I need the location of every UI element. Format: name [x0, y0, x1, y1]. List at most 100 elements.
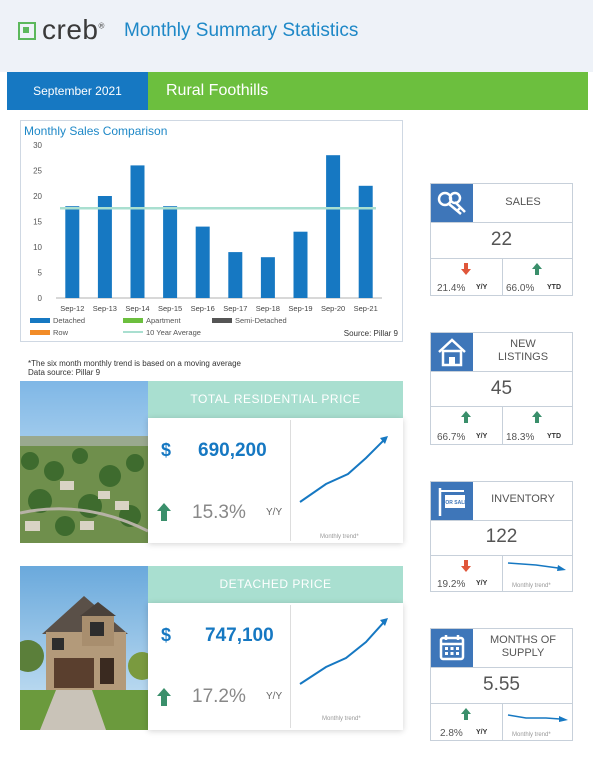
yy-tag: Y/Y [476, 580, 488, 587]
divider [431, 703, 572, 704]
supply-label-line2: SUPPLY [501, 647, 545, 659]
up-arrow-icon [532, 263, 542, 275]
legend-label: Detached [53, 316, 85, 325]
currency-symbol: $ [161, 440, 172, 460]
y-tick-label: 5 [38, 269, 43, 278]
down-arrow-icon [461, 560, 471, 572]
x-tick-label: Sep-12 [60, 304, 84, 313]
legend-label: 10 Year Average [146, 328, 201, 337]
listings-ytd-change: 18.3% [506, 432, 535, 443]
creb-logo-icon [18, 22, 36, 40]
y-tick-label: 30 [33, 141, 42, 150]
y-tick-label: 20 [33, 192, 42, 201]
x-tick-label: Sep-13 [93, 304, 117, 313]
x-tick-label: Sep-15 [158, 304, 182, 313]
detached-price-panel [148, 603, 403, 730]
legend-swatch [123, 318, 143, 323]
bar [163, 206, 178, 298]
currency-symbol: $ [161, 625, 172, 645]
trend-note: *The six month monthly trend is based on… [28, 359, 242, 368]
x-tick-label: Sep-20 [321, 304, 345, 313]
trend-caption: Monthly trend* [320, 534, 359, 540]
trend-caption: Monthly trend* [512, 732, 551, 738]
x-tick-label: Sep-19 [288, 304, 312, 313]
monthly-trend-up-icon [299, 436, 388, 503]
divider [502, 555, 503, 591]
chart-title: Monthly Sales Comparison [24, 124, 168, 138]
supply-label-line1: MONTHS OF [490, 634, 556, 646]
x-tick-label: Sep-16 [191, 304, 215, 313]
creb-logo: creb® [42, 14, 105, 45]
ytd-tag: YTD [547, 433, 561, 440]
total-price-panel [148, 418, 403, 543]
x-tick-label: Sep-14 [125, 304, 149, 313]
for-sale-sign-text: FOR SALE [442, 500, 468, 506]
monthly-trend-flat-icon [507, 714, 568, 722]
monthly-sales-chart: 0 5 10 15 20 25 30 Sep-12 Sep-13 Sep-14 Sep-15 Sep-… [30, 141, 399, 338]
up-arrow-icon [461, 411, 471, 423]
bar [65, 206, 80, 298]
region-name: Rural Foothills [148, 72, 588, 110]
sales-yy-change: 21.4% [437, 283, 466, 294]
detached-price-value: 747,100 [205, 625, 274, 646]
bar [130, 165, 145, 298]
divider [502, 406, 503, 444]
ytd-tag: YTD [547, 284, 561, 291]
monthly-trend-down-icon [507, 562, 566, 571]
house-icon [431, 333, 473, 371]
legend-label: Semi-Detached [235, 316, 287, 325]
calendar-icon [431, 629, 473, 667]
divider [502, 703, 503, 740]
supply-value: 5.55 [483, 674, 520, 695]
bar [228, 252, 243, 298]
page-title: Monthly Summary Statistics [124, 20, 359, 41]
new-listings-label-line2: LISTINGS [497, 351, 549, 363]
yy-tag: Y/Y [476, 284, 488, 291]
monthly-trend-up-icon [299, 618, 388, 685]
report-date: September 2021 [7, 72, 148, 110]
total-price-change: 15.3% [192, 502, 246, 523]
detached-price-change: 17.2% [192, 686, 246, 707]
new-listings-label-line1: NEW [510, 338, 536, 350]
total-price-heading: TOTAL RESIDENTIAL PRICE [148, 381, 403, 418]
legend-swatch [212, 318, 232, 323]
legend-swatch [30, 330, 50, 335]
divider [431, 406, 572, 407]
sales-value: 22 [490, 229, 513, 250]
total-price-value: 690,200 [198, 440, 267, 461]
divider [431, 555, 572, 556]
inventory-yy-change: 19.2% [437, 579, 466, 590]
yy-tag: Y/Y [476, 433, 488, 440]
divider [431, 520, 572, 521]
detached-house-photo [20, 566, 148, 730]
page-header [0, 0, 593, 72]
x-tick-label: Sep-17 [223, 304, 247, 313]
detached-price-heading: DETACHED PRICE [148, 566, 403, 603]
new-listings-value: 45 [490, 378, 513, 399]
chart-source: Source: Pillar 9 [344, 329, 399, 338]
bar [358, 185, 373, 298]
divider [431, 667, 572, 668]
trend-caption: Monthly trend* [322, 716, 361, 722]
bar [326, 155, 341, 298]
legend-label: Apartment [146, 316, 182, 325]
divider [290, 605, 291, 728]
change-unit: Y/Y [266, 691, 283, 702]
bar [293, 231, 308, 298]
y-tick-label: 15 [33, 218, 42, 227]
yy-tag: Y/Y [476, 729, 488, 736]
sales-ytd-change: 66.0% [506, 283, 535, 294]
divider [431, 258, 572, 259]
change-unit: Y/Y [266, 507, 283, 518]
x-tick-label: Sep-18 [256, 304, 280, 313]
x-tick-label: Sep-21 [354, 304, 378, 313]
for-sale-sign-icon: FOR SALE [431, 482, 473, 520]
divider [290, 420, 291, 541]
inventory-label: INVENTORY [491, 493, 555, 505]
bar [260, 257, 275, 298]
up-arrow-icon [532, 411, 542, 423]
down-arrow-icon [461, 263, 471, 275]
keys-icon [431, 184, 473, 222]
y-tick-label: 25 [33, 167, 42, 176]
divider [431, 222, 572, 223]
